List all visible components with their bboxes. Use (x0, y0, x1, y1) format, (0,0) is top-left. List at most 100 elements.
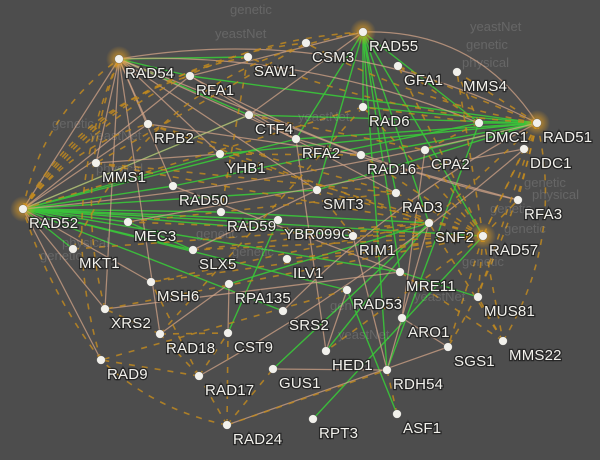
gene-node-MKT1[interactable] (68, 244, 78, 254)
gene-node-label-MEC3: MEC3 (134, 228, 176, 245)
gene-node-label-MMS22: MMS22 (509, 347, 562, 364)
gene-node-label-RDH54: RDH54 (393, 376, 443, 393)
edge-yeastNet-RAD52-RAD50 (22, 185, 174, 210)
gene-node-RAD53[interactable] (342, 285, 352, 295)
gene-node-ASF1[interactable] (392, 409, 402, 419)
edge-yeastNet-RAD51-RFA1 (189, 75, 538, 124)
gene-node-SGS1[interactable] (443, 342, 453, 352)
gene-node-RPT3[interactable] (308, 414, 318, 424)
edge-genetic-RAD57-CPA2 (424, 149, 484, 237)
gene-node-RPB2[interactable] (143, 119, 153, 129)
gene-node-RAD9[interactable] (96, 355, 106, 365)
network-watermark-genetic: genetic (330, 298, 372, 313)
edge-genetic-RAD51-MUS81 (477, 122, 538, 298)
gene-node-label-RAD17: RAD17 (205, 382, 254, 399)
gene-node-RAD24[interactable] (222, 420, 232, 430)
gene-node-CSM3[interactable] (301, 38, 311, 48)
gene-node-YHB1[interactable] (215, 149, 225, 159)
edge-genetic-DMC1-CPA2 (424, 122, 480, 151)
gene-node-RAD16[interactable] (356, 150, 366, 160)
gene-node-label-ARO1: ARO1 (408, 324, 450, 341)
edge-genetic-RPB2-RAD3 (147, 123, 397, 194)
gene-node-CTF4[interactable] (244, 110, 254, 120)
gene-node-RPA135[interactable] (224, 279, 234, 289)
gene-node-GUS1[interactable] (268, 364, 278, 374)
gene-node-RAD17[interactable] (194, 371, 204, 381)
edge-physical-RPB2-RAD16 (147, 123, 362, 156)
edge-physical-MMS1-YHB1 (95, 153, 221, 164)
gene-node-SAW1[interactable] (243, 52, 253, 62)
gene-node-RAD54[interactable] (114, 54, 124, 64)
gene-node-RAD50[interactable] (168, 181, 178, 191)
gene-node-RAD18[interactable] (155, 329, 165, 339)
gene-node-SNF2[interactable] (424, 218, 434, 228)
gene-node-label-CTF4: CTF4 (255, 121, 293, 138)
gene-node-SMT3[interactable] (312, 185, 322, 195)
edge-genetic-RAD24-RAD9 (100, 359, 228, 426)
edge-yeastNet-RAD52-SMT3 (22, 189, 318, 210)
gene-node-GFA1[interactable] (393, 61, 403, 71)
gene-node-MMS22[interactable] (498, 336, 508, 346)
gene-node-label-RAD9: RAD9 (107, 366, 148, 383)
network-watermark-yeastNet: yeastNet (470, 19, 522, 34)
gene-node-RDH54[interactable] (382, 365, 392, 375)
gene-node-label-YHB1: YHB1 (226, 160, 266, 177)
gene-node-XRS2[interactable] (100, 304, 110, 314)
gene-node-RAD3[interactable] (391, 188, 401, 198)
gene-node-HED1[interactable] (321, 346, 331, 356)
gene-node-RIM1[interactable] (348, 231, 358, 241)
gene-node-label-MUS81: MUS81 (484, 303, 535, 320)
gene-node-RFA1[interactable] (185, 71, 195, 81)
gene-node-label-RAD18: RAD18 (166, 340, 215, 357)
edge-yeastNet-RAD51-RAD16 (360, 122, 538, 156)
edge-genetic-CTF4-CPA2 (248, 114, 426, 151)
gene-node-label-RAD3: RAD3 (402, 199, 443, 216)
network-watermark-yeastNet: yeastNet (90, 128, 142, 143)
gene-node-RAD59[interactable] (216, 207, 226, 217)
gene-node-ARO1[interactable] (397, 313, 407, 323)
gene-node-label-SLX5: SLX5 (199, 256, 237, 273)
edge-yeastNet-RAD51-RFA2 (295, 122, 538, 140)
gene-node-label-SMT3: SMT3 (323, 196, 364, 213)
gene-node-DDC1[interactable] (519, 144, 529, 154)
gene-node-CST9[interactable] (223, 328, 233, 338)
gene-node-MMS1[interactable] (91, 158, 101, 168)
gene-node-label-SNF2: SNF2 (435, 229, 474, 246)
gene-node-MSH6[interactable] (146, 277, 156, 287)
gene-node-SLX5[interactable] (188, 245, 198, 255)
gene-node-ILV1[interactable] (282, 254, 292, 264)
gene-node-label-RAD55: RAD55 (369, 38, 418, 55)
gene-node-MRE11[interactable] (395, 267, 405, 277)
gene-node-CPA2[interactable] (420, 145, 430, 155)
gene-node-RFA2[interactable] (291, 134, 301, 144)
gene-node-RAD6[interactable] (358, 102, 368, 112)
gene-node-RAD51[interactable] (532, 118, 542, 128)
edge-genetic-RAD18-XRS2 (104, 308, 161, 335)
edge-genetic-RAD51-SGS1 (447, 122, 538, 348)
edge-physical-RAD55-RAD51 (362, 31, 538, 124)
gene-node-RAD52[interactable] (18, 204, 28, 214)
gene-node-MUS81[interactable] (473, 292, 483, 302)
edge-genetic-MMS22-MRE11 (399, 271, 504, 342)
gene-node-MEC3[interactable] (123, 217, 133, 227)
network-watermark-physical: physical (96, 161, 143, 176)
gene-node-label-RAD51: RAD51 (543, 129, 592, 146)
gene-node-YBR099C[interactable] (273, 215, 283, 225)
gene-node-RAD55[interactable] (358, 27, 368, 37)
edge-yeastNet-ASF1-RAD53 (346, 289, 398, 415)
edge-physical-RAD52-XRS2 (22, 208, 106, 310)
edge-yeastNet-HED1-SNF2 (325, 222, 430, 352)
gene-node-RAD57[interactable] (478, 231, 488, 241)
gene-node-label-RIM1: RIM1 (359, 242, 396, 259)
edge-genetic-MMS1-RAD3 (95, 162, 397, 194)
edge-genetic-RAD52-RPB2 (22, 123, 149, 210)
gene-node-DMC1[interactable] (474, 118, 484, 128)
network-watermark-genetic: genetic (504, 221, 546, 236)
gene-node-SRS2[interactable] (278, 306, 288, 316)
gene-node-MMS4[interactable] (452, 67, 462, 77)
network-watermark-genetic: genetic (462, 254, 504, 269)
edge-yeastNet-RAD51-CTF4 (248, 114, 538, 124)
edge-genetic-RAD51-CSM3 (305, 42, 538, 124)
gene-node-RFA3[interactable] (513, 195, 523, 205)
